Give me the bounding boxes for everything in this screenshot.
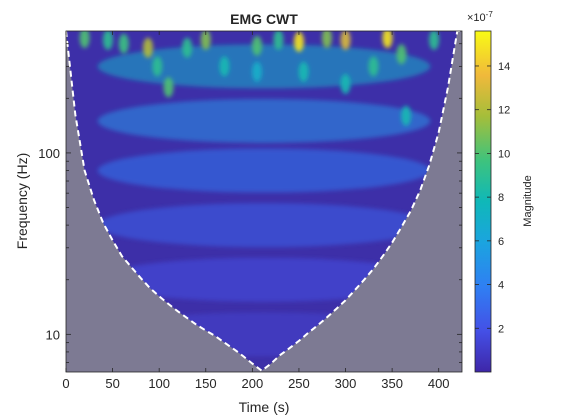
cone-of-influence-shade: [66, 31, 462, 372]
plot-frame: [65, 30, 463, 373]
burst-point: [298, 61, 309, 82]
colorbar-exponent-power: -7: [486, 10, 494, 19]
cone-of-influence-line: [65, 30, 462, 372]
x-tick-label: 150: [195, 376, 217, 391]
burst-point: [368, 56, 379, 77]
colorbar-tick-label: 4: [498, 280, 504, 292]
burst-point: [321, 31, 332, 49]
colorbar-tick-label: 12: [498, 105, 510, 117]
burst-point: [200, 31, 211, 50]
burst-point: [382, 31, 393, 49]
energy-band: [97, 203, 431, 248]
burst-point: [252, 35, 263, 56]
energy-band: [97, 257, 431, 302]
burst-point: [152, 56, 163, 77]
colorbar-tick-label: 2: [498, 323, 504, 335]
y-axis-label: Frequency (Hz): [14, 153, 30, 249]
burst-point: [273, 31, 284, 50]
x-axis-ticks: 0 50 100 150 200 250 300 350 400: [62, 31, 450, 391]
burst-point: [340, 31, 351, 50]
colorbar-tick-label: 14: [498, 61, 510, 73]
burst-point: [219, 56, 230, 77]
burst-point: [340, 73, 351, 94]
burst-point: [79, 31, 90, 49]
x-tick-label: 50: [105, 376, 119, 391]
burst-point: [429, 31, 440, 50]
energy-band: [97, 148, 431, 193]
chart-title: EMG CWT: [230, 11, 298, 27]
x-tick-label: 0: [62, 376, 69, 391]
colorbar-exponent: ×10-7: [467, 10, 493, 24]
burst-point: [182, 37, 193, 58]
y-axis-ticks: 10 100: [38, 43, 462, 363]
y-tick-label: 10: [46, 327, 60, 342]
colorbar-ticks: 2 4 6 8 10 12 14: [475, 61, 510, 335]
x-tick-label: 100: [148, 376, 170, 391]
x-tick-label: 250: [288, 376, 310, 391]
burst-point: [401, 105, 412, 126]
peak-bursts: [79, 31, 440, 126]
burst-point: [396, 44, 407, 65]
plot-area: [65, 30, 463, 373]
colorbar-exponent-base: ×10: [467, 12, 486, 24]
x-tick-label: 400: [428, 376, 450, 391]
colorbar: 2 4 6 8 10 12 14 ×10-7 Magnitude: [467, 10, 534, 373]
burst-point: [142, 37, 153, 58]
burst-point: [118, 33, 129, 54]
colorbar-tick-label: 10: [498, 148, 510, 160]
burst-point: [163, 77, 174, 98]
burst-point: [293, 31, 304, 52]
burst-point: [102, 31, 113, 50]
y-tick-label: 100: [38, 146, 60, 161]
burst-point: [252, 61, 263, 82]
x-tick-label: 300: [335, 376, 357, 391]
colorbar-label: Magnitude: [522, 175, 534, 226]
colorbar-tick-label: 6: [498, 236, 504, 248]
energy-band: [97, 98, 431, 143]
x-tick-label: 350: [381, 376, 403, 391]
colorbar-tick-label: 8: [498, 192, 504, 204]
colorbar-ramp: [474, 30, 492, 373]
x-tick-label: 200: [242, 376, 264, 391]
x-axis-label: Time (s): [239, 399, 290, 415]
